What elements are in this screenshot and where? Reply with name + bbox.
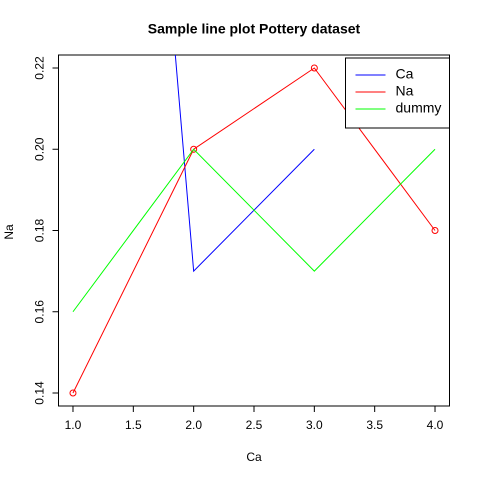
x-tick-label: 4.0 (427, 418, 444, 432)
x-tick-label: 3.0 (306, 418, 323, 432)
y-tick-label: 0.20 (33, 137, 47, 161)
x-tick-label: 1.0 (65, 418, 82, 432)
legend-label: dummy (396, 100, 442, 116)
legend-label: Na (396, 83, 414, 99)
y-tick-label: 0.18 (33, 218, 47, 242)
y-axis-label: Na (2, 224, 16, 240)
line (174, 55, 315, 273)
legend-label: Ca (396, 66, 414, 82)
point (69, 389, 77, 397)
plot-area (69, 55, 439, 397)
chart-title: Sample line plot Pottery dataset (148, 21, 361, 37)
x-tick-label: 3.5 (366, 418, 383, 432)
legend-box (345, 57, 450, 129)
x-axis-label: Ca (246, 450, 262, 464)
x-tick-label: 1.5 (125, 418, 142, 432)
point (190, 145, 198, 153)
y-tick-label: 0.22 (33, 56, 47, 80)
line (72, 67, 436, 394)
x-tick-label: 2.0 (185, 418, 202, 432)
y-tick-label: 0.16 (33, 300, 47, 324)
line (72, 148, 436, 313)
y-tick-label: 0.14 (33, 381, 47, 405)
point (310, 64, 318, 72)
point (431, 227, 439, 234)
x-tick-label: 2.5 (246, 418, 263, 432)
